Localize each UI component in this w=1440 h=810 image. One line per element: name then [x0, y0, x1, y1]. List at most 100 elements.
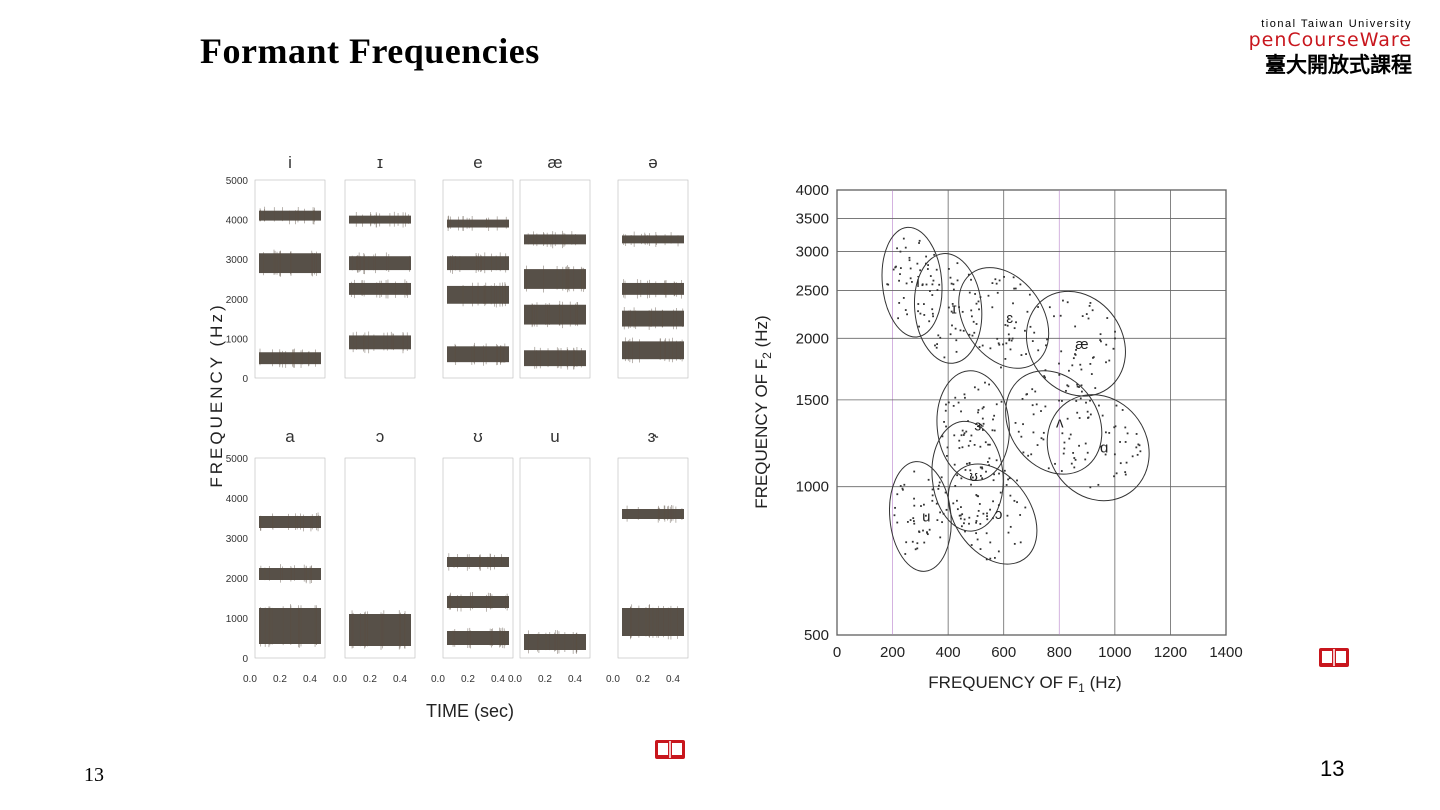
- vowel-region-ellipses: [881, 226, 1150, 572]
- chart-scatter-points: [886, 237, 1142, 561]
- vowel-label: a: [285, 427, 295, 446]
- spectrogram-y-tick: 1000: [226, 334, 249, 345]
- spectrogram-y-tick: 3000: [226, 255, 249, 266]
- spectrogram-x-tick: 0.2: [363, 674, 377, 685]
- spectrogram-x-tick: 0.0: [431, 674, 445, 685]
- spectrogram-x-tick: 0.0: [333, 674, 347, 685]
- x-tick-label: 0: [833, 644, 841, 661]
- spectrogram-panel: [519, 457, 591, 659]
- spectrogram-y-tick: 2000: [226, 574, 249, 585]
- spectrogram-y-tick: 0: [242, 374, 248, 385]
- vowel-region-labels: i ɪ ɛ æ ʌ ɑ ɔ ʊ u ɝ: [916, 274, 1108, 525]
- y-tick-label: 2500: [796, 283, 829, 300]
- spectrogram-y-tick: 4000: [226, 216, 249, 227]
- formant-band: [447, 256, 509, 271]
- spectrogram-x-tick: 0.2: [273, 674, 287, 685]
- vowel-label: ʊ: [473, 427, 483, 446]
- vowel-region-label: æ: [1075, 336, 1088, 353]
- spectrogram-x-tick: 0.2: [461, 674, 475, 685]
- spectrogram-x-tick: 0.4: [666, 674, 680, 685]
- formant-band: [524, 269, 586, 289]
- y-tick-label: 3500: [796, 211, 829, 228]
- y-axis-label: FREQUENCY OF F2 (Hz): [752, 315, 774, 508]
- spectrogram-x-tick: 0.4: [491, 674, 505, 685]
- slide-title: Formant Frequencies: [200, 31, 540, 71]
- spectrogram-y-tick: 2000: [226, 295, 249, 306]
- vowel-region: [1005, 370, 1103, 475]
- vowel-label: ə: [648, 153, 657, 172]
- vowel-region-label: ɝ: [974, 418, 984, 435]
- vowel-label: ɔ: [376, 427, 385, 446]
- vowel-label: æ: [547, 153, 562, 172]
- spectrogram-y-tick: 0: [242, 654, 248, 665]
- formant-band: [259, 352, 321, 365]
- vowel-region-label: ɔ: [995, 506, 1003, 523]
- vowel-region: [889, 461, 952, 572]
- vowel-region: [936, 370, 1010, 482]
- x-tick-label: 200: [880, 644, 905, 661]
- logo-chinese-text: 臺大開放式課程: [1265, 53, 1412, 77]
- book-icon[interactable]: [654, 738, 686, 760]
- y-tick-label: 1500: [796, 392, 829, 409]
- vowel-label: ɪ: [377, 153, 383, 172]
- vowel-region-label: u: [922, 508, 930, 525]
- y-tick-label: 4000: [796, 182, 829, 199]
- formant-band: [622, 310, 684, 327]
- vowel-region-label: ɛ: [1006, 310, 1013, 327]
- formant-band: [447, 346, 509, 363]
- formant-band: [259, 568, 321, 580]
- formant-band: [349, 335, 411, 350]
- vowel-region-label: ɪ: [951, 300, 956, 317]
- vowel-region: [1046, 394, 1150, 502]
- spectrogram-y-tick: 4000: [226, 494, 249, 505]
- formant-band: [447, 596, 509, 608]
- vowel-region-label: ʊ: [969, 468, 978, 485]
- formant-band: [447, 557, 509, 567]
- formant-band: [259, 608, 321, 644]
- formant-band: [524, 350, 586, 367]
- vowel-region: [913, 253, 983, 364]
- formant-band: [622, 509, 684, 519]
- spectrogram-figure: 5000 4000 3000 2000 1000 0 i ɪ e æ ə 5000 4000 3000 20…: [200, 140, 710, 730]
- vowel-region: [931, 420, 1004, 532]
- formant-band: [622, 341, 684, 360]
- formant-band: [259, 210, 321, 221]
- formant-band: [447, 219, 509, 228]
- vowel-region-label: i: [916, 274, 919, 291]
- vowel-region: [881, 226, 943, 338]
- spectrogram-x-tick: 0.0: [508, 674, 522, 685]
- y-tick-label: 2000: [796, 330, 829, 347]
- spectrogram-x-tick: 0.2: [538, 674, 552, 685]
- vowel-label: i: [288, 153, 292, 172]
- spectrogram-x-tick: 0.0: [606, 674, 620, 685]
- spectrogram-y-tick: 5000: [226, 176, 249, 187]
- book-icon[interactable]: [1318, 646, 1350, 668]
- x-axis-label: FREQUENCY OF F1 (Hz): [928, 673, 1121, 695]
- x-tick-label: 400: [936, 644, 961, 661]
- chart-grid: [836, 189, 1227, 636]
- vowel-region: [958, 267, 1050, 369]
- spectrogram-y-tick: 5000: [226, 454, 249, 465]
- spectrogram-x-tick: 0.0: [243, 674, 257, 685]
- x-tick-label: 800: [1047, 644, 1072, 661]
- vowel-label: ɝ: [648, 427, 659, 446]
- chart-tick-labels: 0 200 400 600 800 1000 1200 1400 500 1000 1500 2000…: [796, 182, 1243, 661]
- plot-frame: [836, 189, 1227, 636]
- spectrogram-y-axis-label: FREQUENCY (Hz): [207, 302, 226, 487]
- vowel-region: [1025, 290, 1126, 397]
- spectrogram-x-tick: 0.2: [636, 674, 650, 685]
- vowel-region: [947, 463, 1038, 565]
- spectrogram-layer: 5000 4000 3000 2000 1000 0 i ɪ e æ ə 5000 4000 3000 20…: [226, 153, 689, 685]
- x-tick-label: 1400: [1209, 644, 1242, 661]
- spectrogram-x-axis-label: TIME (sec): [426, 701, 514, 721]
- logo-university-text: tional Taiwan University: [1261, 18, 1412, 30]
- x-tick-label: 1000: [1098, 644, 1131, 661]
- spectrogram-y-tick: 3000: [226, 534, 249, 545]
- formant-chart: i ɪ ɛ æ ʌ ɑ ɔ ʊ u ɝ 0 200 400 600 800 1000 1200 1400 500 1…: [752, 182, 1243, 695]
- spectrogram-y-tick: 1000: [226, 614, 249, 625]
- logo-opencourseware-text: penCourseWare: [1248, 29, 1412, 51]
- spectrogram-x-tick: 0.4: [393, 674, 407, 685]
- formant-band: [622, 235, 684, 244]
- formant-band: [349, 614, 411, 646]
- spectrogram-x-tick: 0.4: [568, 674, 582, 685]
